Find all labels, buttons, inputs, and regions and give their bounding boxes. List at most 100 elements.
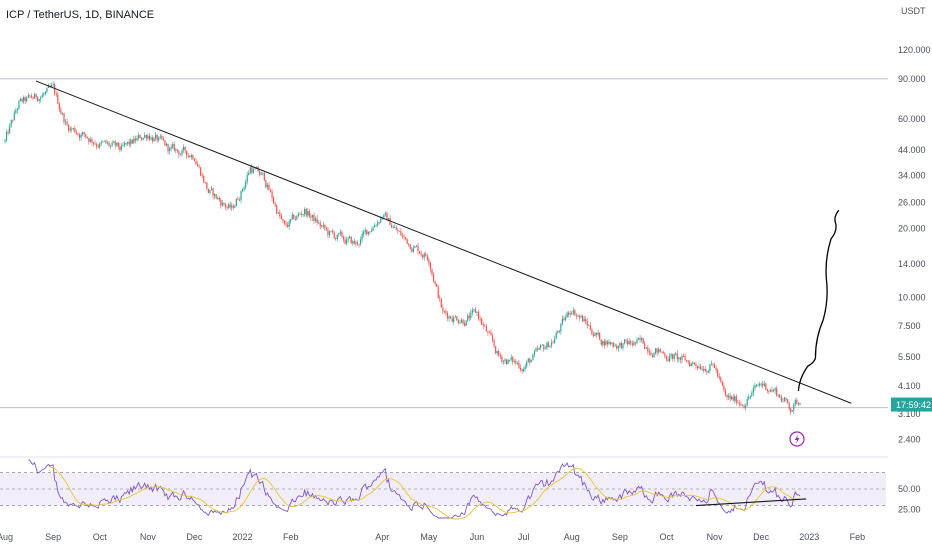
candle-body [170,146,172,149]
candle-body [210,188,213,191]
candle-body [19,98,22,102]
candle-body [707,370,709,373]
candle-body [622,343,624,349]
candle-body [549,345,551,348]
candle-body [229,204,231,208]
candle-body [690,364,692,367]
candle-body [325,227,328,230]
candle-body [158,137,160,141]
candle-body [465,320,467,326]
candle-body [245,181,247,188]
candle-body [782,400,784,402]
candle-body [768,390,770,392]
candle-body [487,331,489,333]
candle-body [543,344,545,350]
candle-body [634,342,636,344]
candle-body [50,85,53,87]
candle-body [616,345,618,349]
candle-body [516,363,518,364]
candle-body [133,138,135,144]
candle-body [167,143,169,152]
candle-body [139,135,141,139]
candle-body [367,231,369,235]
candle-body [184,146,186,151]
price-axis-tick: 14.000 [898,259,926,269]
candle-body [220,199,222,206]
price-axis-unit: USDT [901,6,926,16]
candle-body [175,149,177,151]
candle-body [356,242,359,245]
candle-body [296,215,298,220]
candle-body [737,402,739,404]
price-axis-tick: 20.000 [898,223,926,233]
candle-body [106,142,109,144]
candle-body [147,135,149,139]
candle-body [231,205,233,208]
candle-body [52,84,54,86]
candle-body [538,348,540,350]
alert-icon[interactable] [789,431,805,447]
candle-body [82,132,84,135]
candle-body [611,342,613,344]
candle-body [23,97,25,102]
candle-body [572,310,574,314]
candle-body [353,241,355,244]
candle-body [69,128,71,131]
candle-body [720,377,722,382]
candle-body [13,112,15,121]
candle-body [507,360,509,365]
candle-body [656,348,658,353]
candle-body [442,307,444,312]
candle-body [26,97,28,101]
candle-body [650,352,652,356]
candle-body [316,218,318,224]
candle-body [277,212,279,214]
candle-body [651,355,654,358]
candle-body [321,226,323,227]
candle-body [193,158,196,162]
candle-body [668,356,671,362]
candle-body [55,93,57,95]
time-axis-label: Jun [470,532,485,542]
candle-body [575,315,577,317]
candle-body [735,396,737,403]
candle-body [633,342,635,346]
candle-body [347,238,349,240]
candle-body [751,392,753,396]
candle-body [535,348,537,352]
candle-body [631,343,633,346]
candle-body [670,353,672,357]
candle-body [358,244,360,245]
candle-body [741,404,744,406]
candle-body [201,175,203,177]
candle-body [654,348,657,354]
candle-body [561,318,564,324]
candle-body [678,357,680,360]
candle-body [238,199,241,201]
candle-body [786,399,789,403]
candle-body [196,164,199,167]
candle-body [5,131,8,140]
candle-body [745,405,747,408]
candle-body [481,319,483,325]
candle-body [299,213,301,215]
price-axis-tick: 26.000 [898,197,926,207]
time-axis-label: Sep [45,532,61,542]
candle-body [122,144,124,146]
price-axis-tick: 5.500 [898,352,921,362]
time-axis-label: Sep [612,532,628,542]
candle-body [372,227,374,231]
candle-body [696,365,699,369]
candle-body [387,218,390,221]
candle-body [214,194,216,196]
candle-body [724,390,727,395]
candle-body [38,99,40,101]
candle-body [119,146,121,150]
candle-body [513,361,515,362]
candle-body [672,353,674,359]
candle-body [252,169,255,173]
candle-body [757,385,759,387]
candle-body [779,394,781,398]
candle-body [58,103,60,110]
